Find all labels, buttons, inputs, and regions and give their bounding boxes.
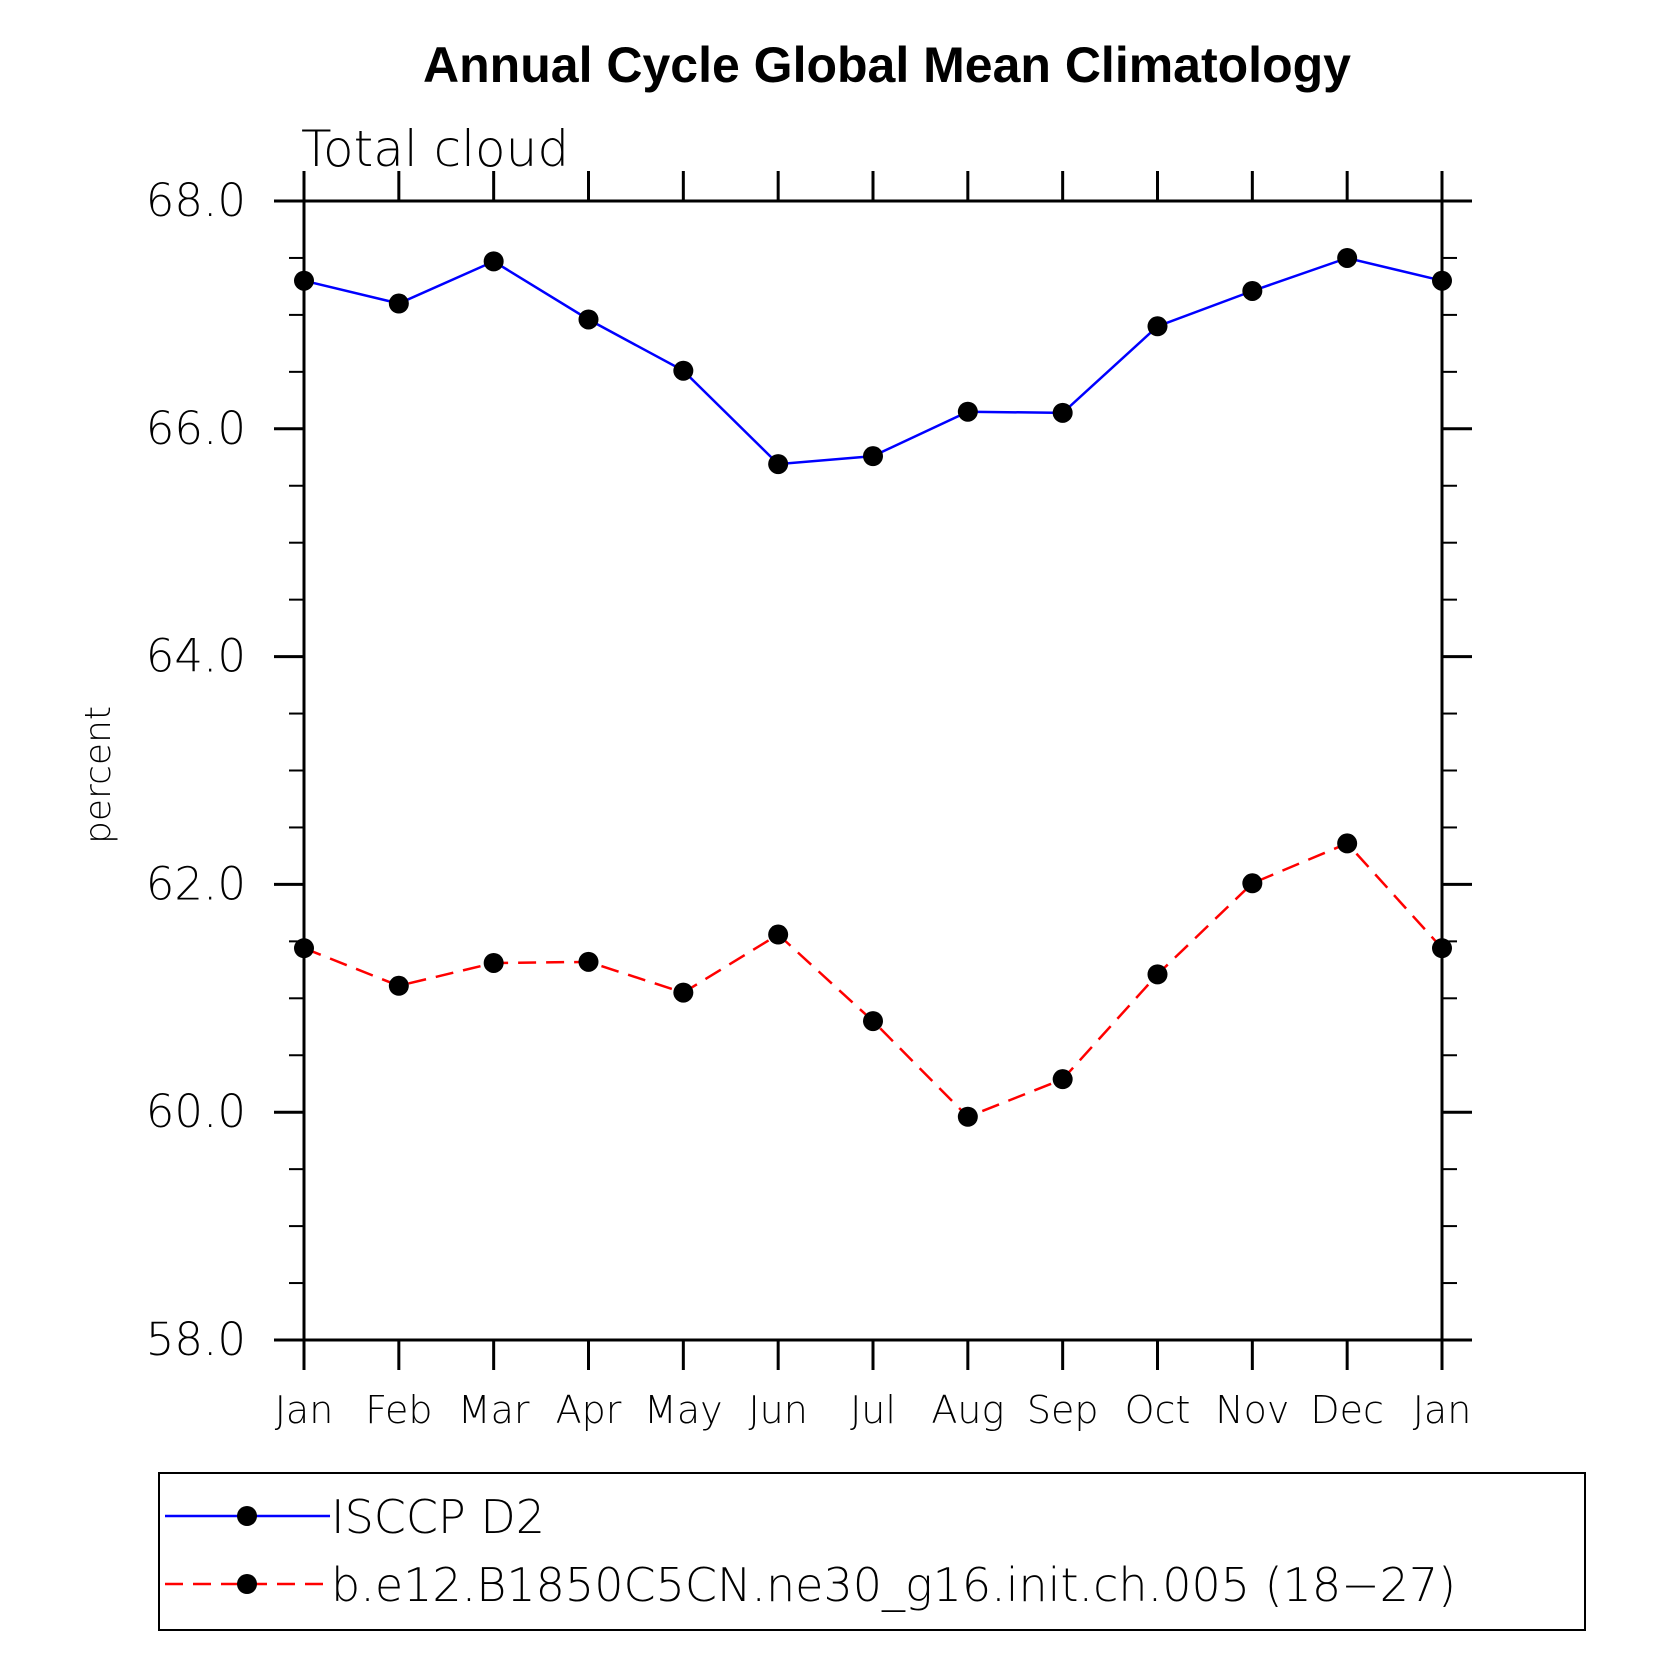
series-1-point [1147,964,1168,985]
series-0-point [957,401,978,422]
plot-frame [302,199,1444,1342]
series-0-point [863,446,883,467]
series-0-point [388,293,409,314]
series-1-point [1242,873,1263,894]
series-0-point [294,270,314,291]
chart-subtitle: Total cloud [301,120,569,178]
series-1-point [578,951,599,972]
legend-marker-isccp [237,1506,257,1526]
legend-entry-isccp: ISCCP D2 [165,1490,545,1544]
x-tick-label: Jan [1413,1388,1472,1432]
series-line-1 [303,841,1443,1119]
series-0-point [483,251,504,272]
series-0-point [1147,316,1168,337]
series-1-point [768,924,789,945]
y-axis-label: percent [78,706,119,844]
series-1-point [1432,938,1452,959]
y-tick-label: 68.0 [146,174,246,227]
y-tick-label: 62.0 [146,857,246,910]
series-1-point [957,1106,978,1127]
series-1-point [1052,1069,1073,1090]
series-line-0 [303,256,1443,466]
series-1-point [294,938,314,959]
x-tick-label: Jun [748,1388,807,1432]
series-1-point [388,975,409,996]
x-tick-label: Jul [850,1388,896,1432]
x-tick-label: Feb [365,1388,432,1432]
legend-label-isccp: ISCCP D2 [331,1490,545,1544]
x-tick-label: Nov [1215,1388,1289,1432]
y-tick-label: 58.0 [146,1313,246,1366]
series-layer [294,247,1452,1127]
series-0-point [673,360,694,381]
series-0-point [1242,280,1263,301]
series-0-point [1337,247,1358,268]
series-1-point [1337,833,1358,854]
series-0-point [1052,402,1073,423]
legend-marker-model [237,1574,257,1594]
x-tick-label: Aug [931,1388,1004,1432]
y-tick-label: 64.0 [146,630,246,683]
legend-entry-model: b.e12.B1850C5CN.ne30_g16.init.ch.005 (18… [165,1558,1456,1612]
x-tick-label: Mar [458,1388,530,1432]
y-tick-label: 60.0 [146,1085,246,1138]
x-tick-label: Sep [1027,1388,1099,1432]
chart-title: Annual Cycle Global Mean Climatology [423,37,1351,93]
series-0-point [768,454,789,475]
series-0-point [1432,270,1452,291]
series-0-point [578,309,599,330]
series-1-point [863,1011,883,1032]
series-1-point [483,952,504,973]
x-tick-label: May [644,1388,723,1432]
axes: Jan Feb Mar Apr May Jun Jul Aug Sep Oct Nov Dec Jan 5… [146,171,1472,1432]
x-tick-label: Jan [275,1388,334,1432]
series-1-point [673,982,694,1003]
x-tick-label: Dec [1310,1388,1384,1432]
x-tick-label: Apr [556,1388,622,1432]
legend-box [158,1472,1586,1631]
x-tick-label: Oct [1125,1388,1191,1432]
legend-label-model: b.e12.B1850C5CN.ne30_g16.init.ch.005 (18… [331,1558,1456,1612]
y-tick-label: 66.0 [146,402,246,455]
